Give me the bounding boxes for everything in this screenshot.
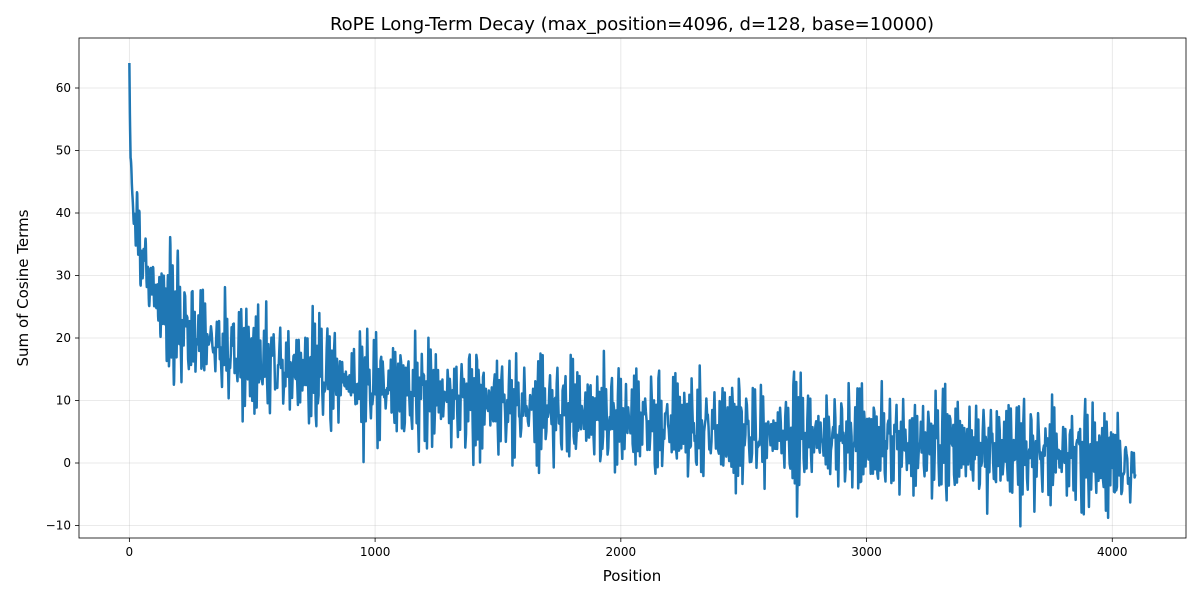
x-tick-label: 1000 — [360, 545, 391, 559]
axes-frame — [78, 37, 1187, 539]
y-axis-label: Sum of Cosine Terms — [14, 209, 32, 366]
series-line — [128, 62, 1137, 528]
y-tick-label: −10 — [46, 519, 71, 533]
chart-title: RoPE Long-Term Decay (max_position=4096,… — [330, 14, 934, 35]
x-tick-label: 2000 — [606, 545, 637, 559]
y-tick-label: 50 — [56, 144, 71, 158]
x-axis-ticks: 0 1000 2000 3000 4000 — [126, 538, 1128, 559]
plot-area — [128, 62, 1137, 528]
y-tick-label: 60 — [56, 81, 71, 95]
y-tick-label: 0 — [63, 456, 71, 470]
y-axis-ticks: −10 0 10 20 30 40 50 60 — [46, 81, 79, 533]
x-axis-label: Position — [603, 567, 661, 585]
y-tick-label: 10 — [56, 394, 71, 408]
y-tick-label: 40 — [56, 206, 71, 220]
x-tick-label: 4000 — [1097, 545, 1128, 559]
y-tick-label: 20 — [56, 331, 71, 345]
x-tick-label: 3000 — [851, 545, 882, 559]
x-tick-label: 0 — [126, 545, 134, 559]
y-tick-label: 30 — [56, 269, 71, 283]
